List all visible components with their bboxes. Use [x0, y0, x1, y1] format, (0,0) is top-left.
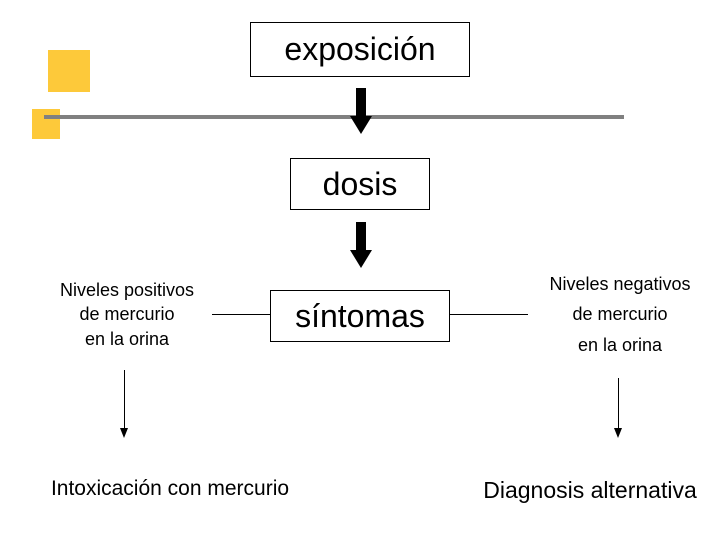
label-positive-line1: Niveles positivos — [42, 278, 212, 302]
arrow-negative-down-shaft — [618, 378, 619, 430]
node-sintomas-label: síntomas — [295, 298, 425, 335]
label-positive-levels: Niveles positivos de mercurio en la orin… — [42, 278, 212, 351]
arrow-dosis-sintomas — [350, 222, 372, 272]
arrow-exposicion-dosis — [350, 88, 372, 138]
node-dosis: dosis — [290, 158, 430, 210]
connector-sintomas-left — [212, 314, 270, 315]
arrow-positive-down-head — [120, 428, 128, 438]
decor-yellow-square — [48, 50, 90, 92]
node-exposicion: exposición — [250, 22, 470, 77]
label-negative-levels: Niveles negativos de mercurio en la orin… — [530, 272, 710, 357]
label-diagnosis-alt-text: Diagnosis alternativa — [483, 477, 697, 503]
label-intoxicacion: Intoxicación con mercurio — [20, 475, 320, 503]
label-negative-line1: Niveles negativos — [530, 272, 710, 296]
node-exposicion-label: exposición — [284, 31, 435, 68]
label-positive-line2: de mercurio — [42, 302, 212, 326]
node-dosis-label: dosis — [323, 166, 398, 203]
arrow-positive-down-shaft — [124, 370, 125, 430]
label-negative-line2: de mercurio — [530, 302, 710, 326]
connector-sintomas-right — [450, 314, 528, 315]
label-negative-line3: en la orina — [530, 333, 710, 357]
arrow-negative-down-head — [614, 428, 622, 438]
label-diagnosis-alt: Diagnosis alternativa — [460, 475, 720, 506]
node-sintomas: síntomas — [270, 290, 450, 342]
label-intoxicacion-text: Intoxicación con mercurio — [51, 477, 289, 500]
label-positive-line3: en la orina — [42, 327, 212, 351]
decor-yellow-strip — [32, 109, 60, 139]
decor-gray-bar — [44, 115, 624, 119]
